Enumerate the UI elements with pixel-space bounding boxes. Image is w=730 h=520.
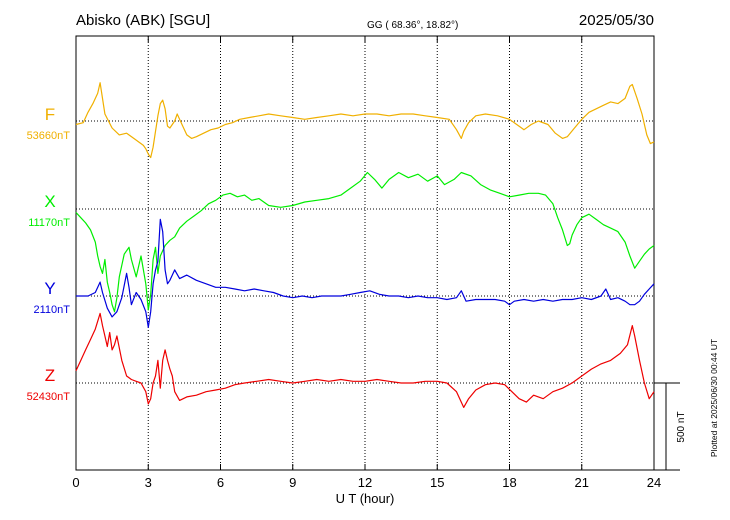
station-coordinates: GG ( 68.36°, 18.82°) bbox=[367, 20, 458, 31]
series-x-name: X bbox=[44, 192, 55, 211]
x-tick-label: 15 bbox=[430, 475, 444, 490]
scale-bar-label: 500 nT bbox=[676, 411, 687, 442]
x-tick-label: 0 bbox=[72, 475, 79, 490]
series-f-baseline: 53660nT bbox=[27, 130, 71, 142]
series-z-name: Z bbox=[45, 366, 55, 385]
series-x-line bbox=[75, 171, 655, 313]
x-axis-label: U T (hour) bbox=[336, 491, 395, 506]
x-tick-label: 21 bbox=[575, 475, 589, 490]
series-f-name: F bbox=[45, 105, 55, 124]
series-z-baseline: 52430nT bbox=[27, 391, 71, 403]
x-tick-label: 12 bbox=[358, 475, 372, 490]
series-y-name: Y bbox=[44, 279, 55, 298]
series-y-line bbox=[76, 218, 655, 328]
station-title: Abisko (ABK) [SGU] bbox=[76, 12, 210, 29]
series-x-baseline: 11170nT bbox=[28, 217, 70, 229]
scale-bar: 500 nT bbox=[654, 382, 687, 471]
x-tick-label: 18 bbox=[502, 475, 516, 490]
chart-date: 2025/05/30 bbox=[579, 12, 654, 29]
series-z-line bbox=[75, 312, 655, 408]
series-labels: F 53660nT X 11170nT Y 2110nT Z 52430nT bbox=[27, 105, 71, 403]
x-axis-ticks: 0 3 6 9 12 15 18 21 24 bbox=[72, 36, 661, 490]
x-tick-label: 9 bbox=[289, 475, 296, 490]
x-tick-label: 24 bbox=[647, 475, 661, 490]
series-y-baseline: 2110nT bbox=[34, 304, 71, 316]
series-layer bbox=[75, 82, 655, 408]
plot-grid bbox=[76, 36, 654, 470]
plotted-timestamp: Plotted at 2025/06/30 00:44 UT bbox=[709, 339, 719, 457]
x-tick-label: 6 bbox=[217, 475, 224, 490]
series-f-line bbox=[75, 82, 655, 159]
x-tick-label: 3 bbox=[145, 475, 152, 490]
